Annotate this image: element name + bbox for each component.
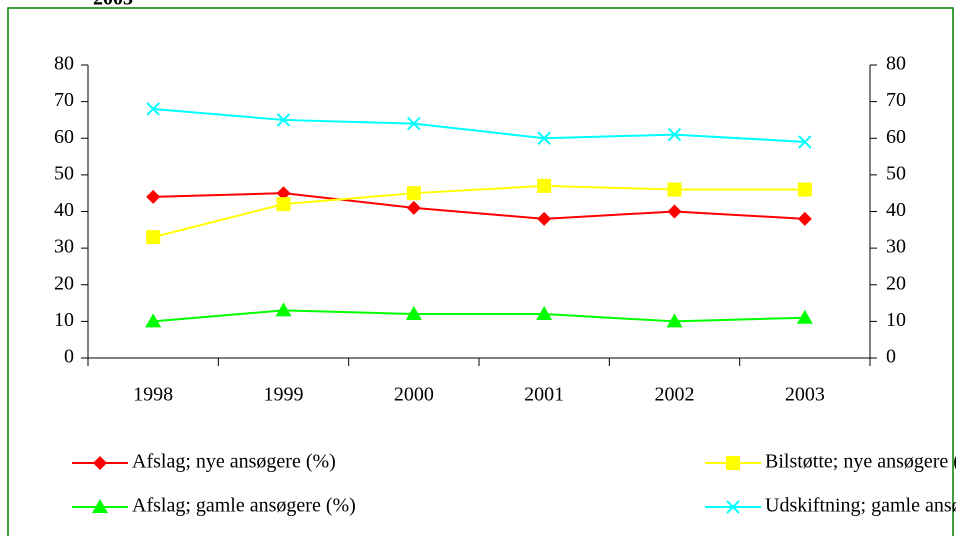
marker	[275, 302, 292, 317]
legend-marker	[726, 456, 740, 470]
legend-marker	[92, 499, 108, 513]
legend-label: Udskiftning; gamle ansøgere (%)	[765, 495, 956, 517]
marker	[146, 230, 161, 245]
marker	[145, 313, 162, 328]
marker	[537, 131, 551, 145]
y2-tick-label: 80	[886, 53, 906, 75]
y-tick-label: 0	[64, 346, 74, 368]
y-tick-label: 30	[54, 236, 74, 258]
y2-tick-label: 20	[886, 272, 906, 294]
marker	[405, 306, 422, 321]
series-line	[153, 107, 805, 143]
legend-label: Afslag; gamle ansøgere (%)	[132, 495, 356, 517]
marker	[146, 102, 160, 116]
y-tick-label: 20	[54, 272, 74, 294]
y-tick-label: 10	[54, 309, 74, 331]
series-line	[153, 309, 805, 323]
marker	[276, 186, 291, 201]
marker	[536, 306, 553, 321]
marker	[537, 178, 552, 193]
series-line	[153, 192, 805, 220]
y-tick-label: 60	[54, 126, 74, 148]
marker	[797, 182, 812, 197]
y2-tick-label: 30	[886, 236, 906, 258]
y2-tick-label: 10	[886, 309, 906, 331]
y-tick-label: 80	[54, 53, 74, 75]
marker	[537, 211, 552, 226]
y-tick-label: 50	[54, 162, 74, 184]
marker	[146, 189, 161, 204]
y2-tick-label: 70	[886, 89, 906, 111]
series-line	[152, 184, 805, 239]
marker	[798, 135, 812, 149]
legend-marker	[93, 456, 107, 470]
marker	[666, 313, 683, 328]
chart-title: 2003	[93, 0, 133, 10]
y-tick-label: 70	[54, 89, 74, 111]
y2-tick-label: 50	[886, 162, 906, 184]
y2-tick-label: 0	[886, 346, 896, 368]
y2-tick-label: 60	[886, 126, 906, 148]
x-tick-label: 2002	[655, 384, 695, 406]
y2-tick-label: 40	[886, 199, 906, 221]
legend-marker	[726, 500, 740, 514]
marker	[796, 309, 813, 324]
x-tick-label: 2000	[394, 384, 434, 406]
marker	[667, 127, 682, 142]
y-tick-label: 40	[54, 199, 74, 221]
marker	[406, 186, 421, 201]
marker	[406, 200, 421, 215]
x-tick-label: 2003	[785, 384, 825, 406]
marker	[276, 197, 291, 212]
x-tick-label: 1999	[264, 384, 304, 406]
marker	[276, 113, 291, 127]
frame	[7, 7, 954, 536]
x-tick-label: 2001	[524, 384, 564, 406]
marker	[407, 116, 421, 131]
legend-label: Afslag; nye ansøgere (%)	[132, 451, 336, 473]
marker	[667, 182, 682, 197]
marker	[797, 211, 812, 226]
x-tick-label: 1998	[133, 384, 173, 406]
legend-label: Bilstøtte; nye ansøgere (%)	[765, 451, 956, 473]
marker	[667, 204, 682, 219]
